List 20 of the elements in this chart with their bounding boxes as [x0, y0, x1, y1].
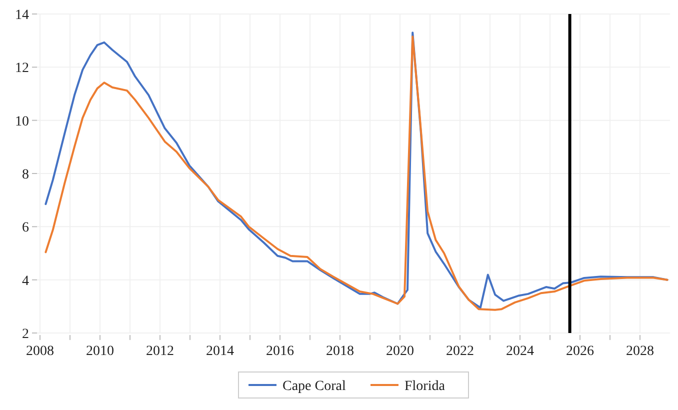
y-tick-label: 2 [22, 327, 29, 342]
x-tick-label: 2028 [626, 344, 654, 359]
legend-label: Cape Coral [282, 379, 346, 394]
y-tick-label: 14 [15, 8, 29, 23]
x-tick-label: 2018 [326, 344, 354, 359]
y-tick-label: 10 [15, 114, 29, 130]
x-tick-label: 2008 [26, 344, 54, 359]
y-tick-label: 12 [15, 61, 29, 76]
x-tick-label: 2020 [386, 344, 414, 359]
x-tick-label: 2022 [446, 344, 474, 359]
y-tick-label: 6 [22, 220, 29, 236]
x-tick-label: 2010 [86, 344, 114, 359]
y-tick-label: 4 [22, 274, 29, 289]
legend-label: Florida [404, 379, 446, 394]
x-tick-label: 2016 [266, 344, 294, 359]
x-tick-label: 2014 [206, 344, 234, 359]
y-tick-label: 8 [22, 168, 29, 182]
x-tick-label: 2026 [566, 344, 594, 359]
x-tick-label: 2024 [506, 344, 534, 359]
x-tick-label: 2012 [146, 344, 174, 359]
